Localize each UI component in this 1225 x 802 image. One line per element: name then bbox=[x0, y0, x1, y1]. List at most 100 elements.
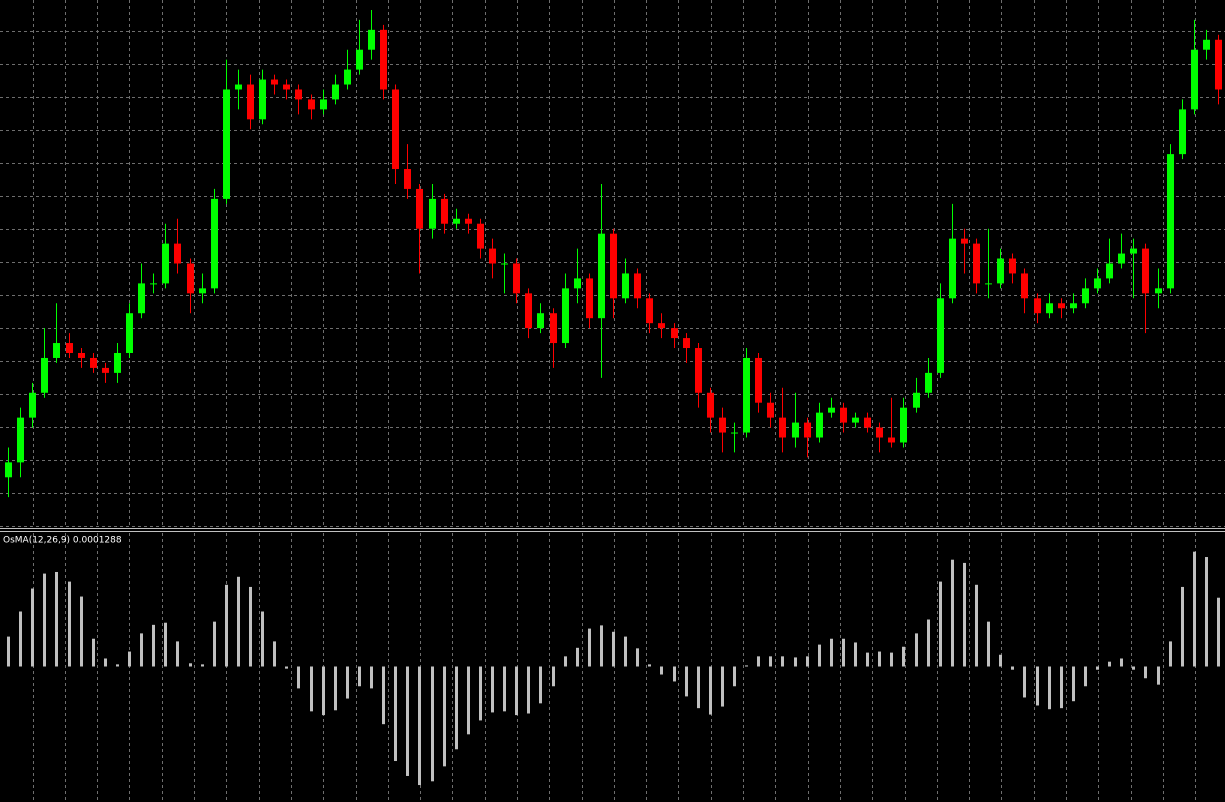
candle-body bbox=[779, 417, 786, 438]
histogram-bar bbox=[1205, 557, 1208, 667]
histogram-bar bbox=[176, 641, 179, 667]
candle-body bbox=[138, 283, 145, 314]
histogram-bar bbox=[43, 573, 46, 667]
candle-body bbox=[271, 79, 278, 85]
histogram-bar bbox=[576, 647, 579, 667]
histogram-bar bbox=[830, 638, 833, 667]
histogram-bar bbox=[552, 666, 555, 687]
histogram-bar bbox=[902, 646, 905, 667]
candle-body bbox=[937, 298, 944, 373]
candle-body bbox=[876, 427, 883, 438]
candle-body bbox=[66, 343, 73, 353]
candle-body bbox=[622, 273, 629, 299]
candle-body bbox=[5, 462, 12, 478]
candle-body bbox=[900, 407, 907, 443]
candle-body bbox=[429, 198, 436, 229]
candle-body bbox=[78, 352, 85, 358]
candle-body bbox=[332, 84, 339, 100]
candle-body bbox=[719, 417, 726, 433]
histogram-bar bbox=[612, 631, 615, 667]
candle-body bbox=[404, 169, 411, 189]
histogram-bar bbox=[394, 666, 397, 762]
histogram-bar bbox=[310, 666, 313, 712]
candle-body bbox=[671, 328, 678, 339]
candle-body bbox=[562, 288, 569, 344]
histogram-bar bbox=[128, 651, 131, 667]
candle-body bbox=[501, 263, 508, 265]
candle-body bbox=[1009, 258, 1016, 274]
histogram-bar bbox=[1011, 666, 1014, 670]
histogram-bar bbox=[624, 636, 627, 667]
candle-body bbox=[864, 417, 871, 428]
candle-body bbox=[755, 357, 762, 403]
histogram-bar bbox=[503, 666, 506, 712]
histogram-bar bbox=[406, 666, 409, 776]
histogram-bar bbox=[1048, 666, 1051, 710]
candle-body bbox=[985, 283, 992, 285]
histogram-bar bbox=[261, 611, 264, 667]
histogram-bar bbox=[479, 666, 482, 721]
candle-body bbox=[925, 372, 932, 393]
candle-body bbox=[695, 348, 702, 393]
candle-body bbox=[295, 89, 302, 100]
histogram-bar bbox=[370, 666, 373, 689]
histogram-bar bbox=[975, 584, 978, 667]
candle-body bbox=[792, 422, 799, 438]
candle-body bbox=[259, 79, 266, 120]
candle-body bbox=[1179, 109, 1186, 155]
histogram-bar bbox=[673, 666, 676, 682]
histogram-bar bbox=[285, 666, 288, 669]
histogram-bar bbox=[1108, 661, 1111, 667]
histogram-bar bbox=[769, 656, 772, 667]
candle-body bbox=[235, 84, 242, 90]
histogram-bar bbox=[527, 666, 530, 714]
histogram-bar bbox=[140, 633, 143, 667]
histogram-bar bbox=[854, 642, 857, 667]
histogram-bar bbox=[189, 663, 192, 667]
candle-body bbox=[477, 223, 484, 249]
candle-body bbox=[707, 392, 714, 418]
candle-body bbox=[1155, 288, 1162, 294]
histogram-bar bbox=[116, 664, 119, 667]
histogram-bar bbox=[1169, 641, 1172, 667]
histogram-bar bbox=[1036, 666, 1039, 706]
histogram-bar bbox=[164, 622, 167, 667]
candle-body bbox=[441, 198, 448, 224]
histogram-bar bbox=[418, 666, 421, 786]
candle-body bbox=[804, 422, 811, 438]
histogram-bar bbox=[636, 648, 639, 667]
histogram-bar bbox=[709, 666, 712, 715]
candle-body bbox=[283, 84, 290, 90]
candle-body bbox=[550, 313, 557, 344]
candle-body bbox=[90, 357, 97, 368]
candle-body bbox=[29, 392, 36, 418]
histogram-bar bbox=[68, 581, 71, 667]
histogram-bar bbox=[201, 664, 204, 667]
candle-body bbox=[320, 99, 327, 110]
marks bbox=[5, 9, 1222, 786]
histogram-bar bbox=[878, 651, 881, 667]
histogram-bar bbox=[697, 666, 700, 709]
histogram-bar bbox=[1060, 666, 1063, 709]
histogram-bar bbox=[152, 624, 155, 667]
candle-body bbox=[114, 352, 121, 373]
histogram-bar bbox=[600, 625, 603, 667]
candle-body bbox=[1034, 298, 1041, 314]
histogram-bar bbox=[999, 654, 1002, 667]
candle-body bbox=[888, 437, 895, 443]
histogram-bar bbox=[431, 666, 434, 782]
candle-body bbox=[767, 402, 774, 418]
candle-body bbox=[574, 278, 581, 289]
histogram-bar bbox=[455, 666, 458, 750]
indicator-label: OsMA(12,26,9) 0.0001288 bbox=[3, 536, 122, 546]
histogram-bar bbox=[539, 666, 542, 704]
histogram-bar bbox=[104, 658, 107, 667]
histogram-bar bbox=[80, 596, 83, 667]
histogram-bar bbox=[660, 666, 663, 675]
histogram-bar bbox=[322, 666, 325, 716]
candle-body bbox=[731, 432, 738, 434]
histogram-bar bbox=[757, 656, 760, 667]
histogram-bar bbox=[1096, 666, 1099, 670]
candle-body bbox=[1118, 253, 1125, 264]
